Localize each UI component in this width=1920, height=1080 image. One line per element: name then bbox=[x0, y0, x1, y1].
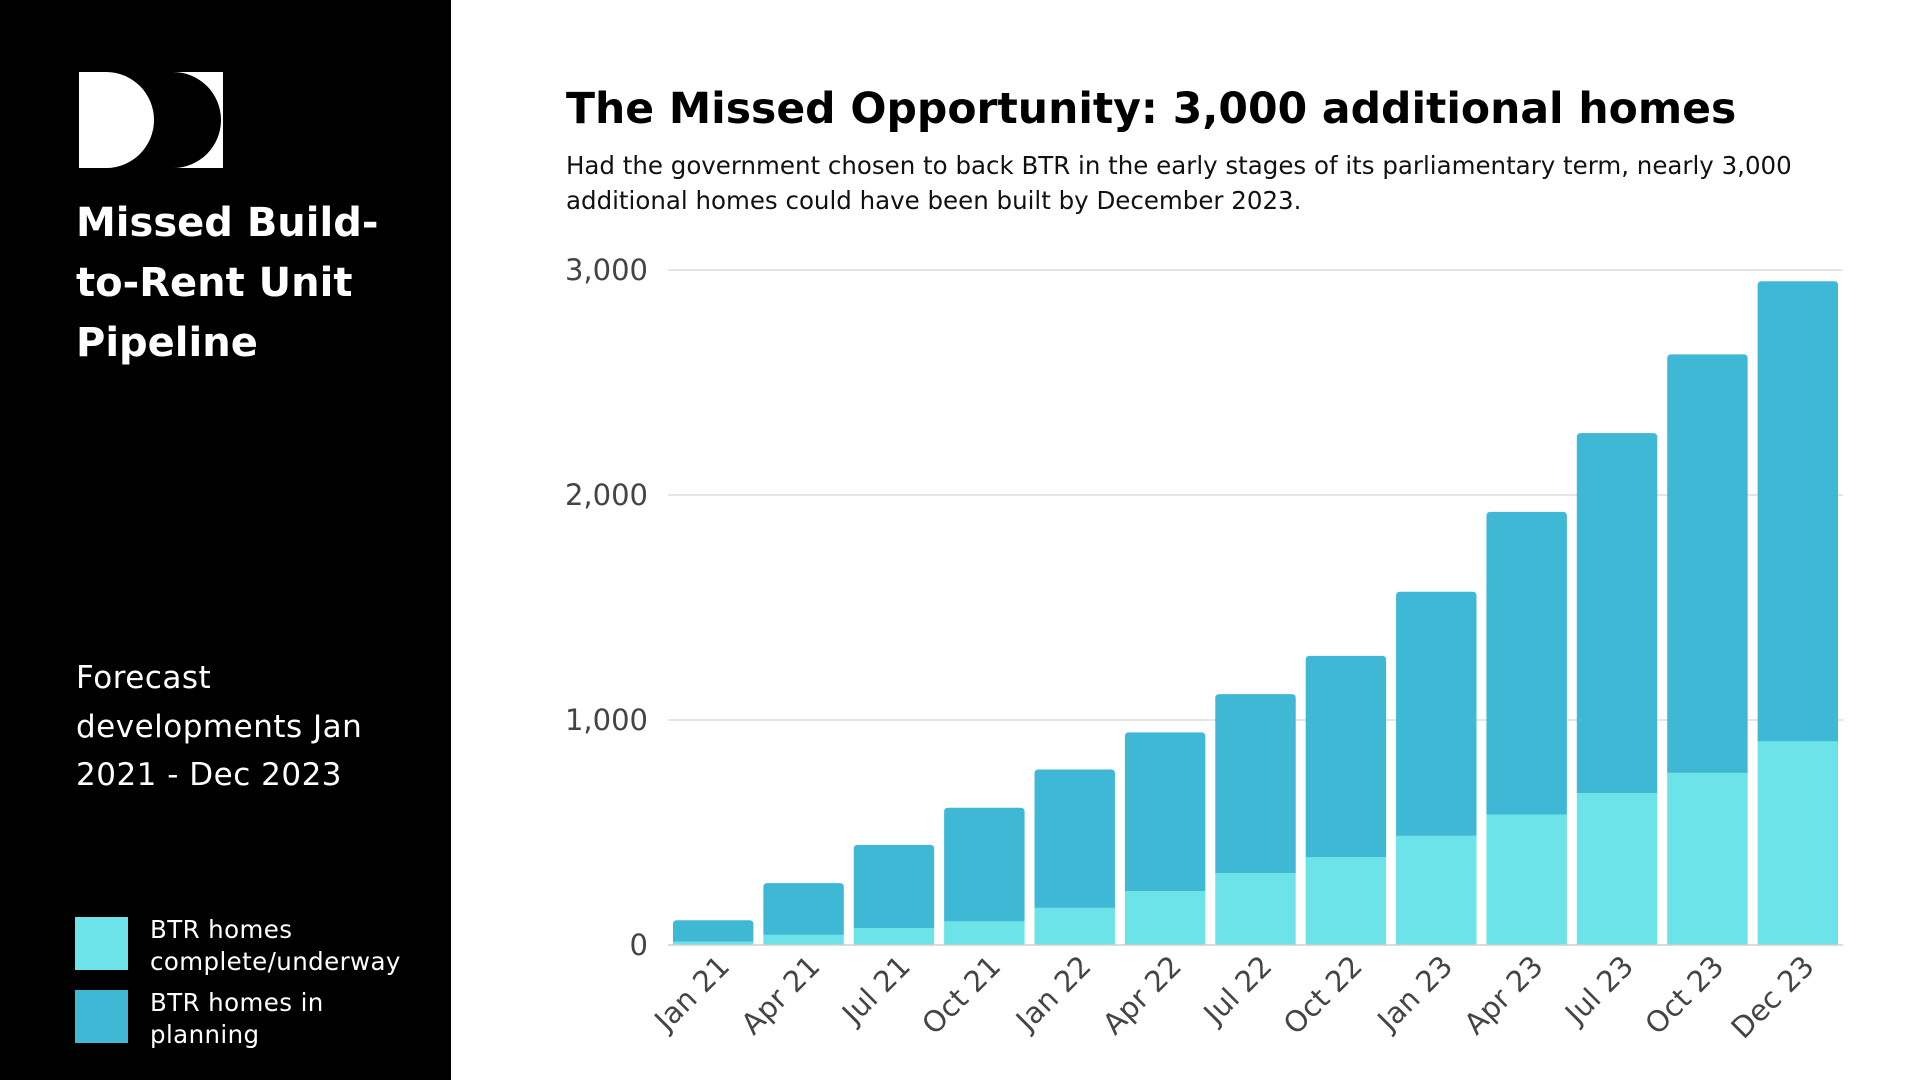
x-tick-label: Jan 21 bbox=[646, 949, 736, 1039]
bar-segment-planning bbox=[1667, 354, 1748, 773]
bar-segment-complete bbox=[853, 928, 935, 945]
bar-segment-planning bbox=[1215, 694, 1296, 873]
bar-segment-complete bbox=[944, 921, 1025, 945]
bar-segment-planning bbox=[763, 883, 844, 935]
legend-item-complete: BTR homes complete/underway bbox=[75, 915, 435, 977]
legend-label-planning: BTR homes in planning bbox=[150, 988, 324, 1049]
y-tick-label: 2,000 bbox=[565, 478, 648, 512]
bar-segment-complete bbox=[1486, 814, 1567, 945]
bar-segment-complete bbox=[1124, 891, 1206, 945]
bar-segment-planning bbox=[853, 844, 935, 929]
sidebar-panel: Missed Build-to-Rent Unit Pipeline Forec… bbox=[0, 0, 451, 1080]
x-tick-label: Oct 21 bbox=[915, 949, 1007, 1041]
bar-segment-planning bbox=[1124, 732, 1206, 891]
x-tick-label: Apr 22 bbox=[1096, 949, 1188, 1041]
y-tick-label: 0 bbox=[630, 928, 648, 962]
bar-segment-planning bbox=[944, 807, 1025, 922]
chart-subtitle: Had the government chosen to back BTR in… bbox=[566, 151, 1792, 215]
legend-swatch-complete bbox=[75, 917, 128, 970]
bar-segment-planning bbox=[1757, 281, 1839, 742]
legend-item-planning: BTR homes in planning bbox=[75, 988, 435, 1050]
bar-segment-planning bbox=[1034, 769, 1115, 908]
bar-segment-complete bbox=[1667, 772, 1748, 945]
x-tick-label: Jul 22 bbox=[1196, 949, 1279, 1032]
x-tick-label: Jan 22 bbox=[1008, 949, 1098, 1039]
x-tick-label: Oct 22 bbox=[1277, 949, 1369, 1041]
bar-segment-complete bbox=[1576, 793, 1658, 945]
bar-segment-planning bbox=[1486, 511, 1567, 815]
y-tick-label: 1,000 bbox=[565, 703, 648, 737]
bar-segment-complete bbox=[1757, 741, 1839, 945]
bar-segment-complete bbox=[1215, 873, 1296, 945]
bar-segment-planning bbox=[672, 920, 754, 942]
chart-title: The Missed Opportunity: 3,000 additional… bbox=[566, 85, 1737, 134]
x-tick-label: Apr 23 bbox=[1457, 949, 1549, 1041]
x-tick-label: Jul 21 bbox=[834, 949, 917, 1032]
bar-segment-complete bbox=[1305, 857, 1387, 945]
bar-segment-planning bbox=[1305, 655, 1387, 858]
bar-segment-planning bbox=[1396, 591, 1477, 836]
sidebar-title: Missed Build-to-Rent Unit Pipeline bbox=[76, 200, 379, 366]
bar-segment-complete bbox=[1034, 907, 1115, 945]
x-tick-label: Apr 21 bbox=[734, 949, 826, 1041]
legend-swatch-planning bbox=[75, 990, 128, 1043]
legend-label-complete: BTR homes complete/underway bbox=[150, 915, 401, 976]
da-monogram-logo bbox=[79, 72, 223, 168]
x-tick-label: Oct 23 bbox=[1638, 949, 1730, 1041]
bar-segment-complete bbox=[763, 934, 844, 945]
sidebar-subtitle: Forecast developments Jan 2021 - Dec 202… bbox=[76, 660, 363, 793]
x-tick-label: Jan 23 bbox=[1370, 949, 1460, 1039]
y-tick-label: 3,000 bbox=[565, 253, 648, 287]
x-tick-label: Dec 23 bbox=[1724, 949, 1820, 1045]
bar-segment-complete bbox=[1396, 835, 1477, 945]
bar-segment-planning bbox=[1576, 433, 1658, 794]
bar-segment-complete bbox=[672, 941, 754, 945]
x-tick-label: Jul 23 bbox=[1557, 949, 1640, 1032]
